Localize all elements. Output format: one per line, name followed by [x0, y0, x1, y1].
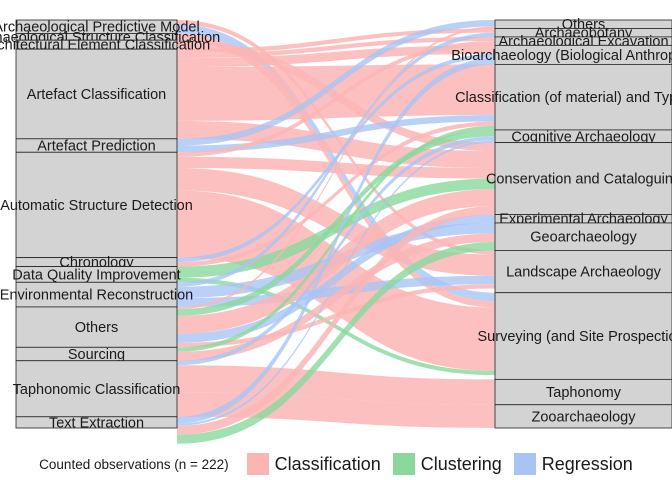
legend-item-classification: Classification: [246, 453, 381, 475]
left-node-label: Text Extraction: [49, 415, 144, 431]
left-node-label: Artefact Classification: [27, 87, 166, 103]
legend-item-regression: Regression: [513, 453, 633, 475]
right-node: Taphonomy: [494, 378, 672, 406]
legend-swatch-clustering: [392, 453, 415, 475]
left-node-label: Artefact Prediction: [37, 139, 155, 155]
left-node-label: Others: [75, 320, 119, 336]
right-node-bar: [494, 142, 672, 215]
flow-link: [177, 214, 495, 343]
flow-link: [177, 121, 495, 267]
flow-link: [177, 36, 495, 59]
flow-link: [177, 241, 495, 444]
flow-link: [177, 365, 495, 405]
right-node-label: Bioarchaeology (Biological Anthropology): [451, 48, 672, 64]
flow-link: [177, 284, 495, 348]
left-node-bar: [15, 416, 178, 429]
left-node-label: Automatic Structure Detection: [0, 198, 193, 214]
left-node: Sourcing: [15, 346, 178, 363]
flow-link: [177, 189, 495, 334]
left-nodes: Archaeological Predictive ModelArchaeolo…: [0, 19, 220, 431]
left-node-label: Environmental Reconstruction: [0, 288, 193, 304]
legend-swatch-regression: [513, 453, 536, 475]
left-node: Taphonomic Classification: [13, 360, 181, 418]
right-node-bar: [494, 250, 672, 294]
flow-link: [177, 32, 495, 287]
flow-link: [177, 129, 495, 316]
flow-link: [177, 392, 495, 428]
left-node: Environmental Reconstruction: [0, 281, 193, 308]
right-node-bar: [494, 378, 672, 406]
right-node-bar: [494, 292, 672, 380]
left-node-bar: [15, 360, 178, 418]
legend-item-clustering: Clustering: [392, 453, 502, 475]
sankey-chart: Archaeological Predictive ModelArchaeolo…: [0, 17, 672, 444]
left-node: Others: [15, 306, 178, 348]
flow-link: [177, 26, 495, 310]
right-node-label: Classification (of material) and Typolog…: [455, 90, 672, 106]
right-node-label: Zooarchaeology: [532, 409, 637, 425]
left-node-label: Data Quality Improvement: [12, 267, 180, 283]
legend-label-clustering: Clustering: [420, 453, 502, 474]
right-node-bar: [494, 63, 672, 131]
right-node: Conservation and Cataloguing: [486, 142, 672, 215]
left-node: Artefact Classification: [15, 48, 178, 140]
right-node: Zooarchaeology: [494, 404, 672, 429]
legend-title: Counted observations (n = 222): [39, 456, 229, 472]
flow-link: [177, 58, 495, 424]
right-node-label: Geoarchaeology: [530, 230, 637, 246]
flow-link: [177, 136, 495, 366]
left-node-bar: [15, 306, 178, 348]
flow-link: [177, 233, 495, 361]
right-node: Bioarchaeology (Biological Anthropology): [451, 44, 672, 65]
legend: Counted observations (n = 222) Classific…: [0, 448, 672, 480]
right-node: Surveying (and Site Prospection): [478, 292, 672, 380]
left-node-label: Taphonomic Classification: [13, 382, 181, 398]
left-node-bar: [15, 281, 178, 308]
right-node-label: Taphonomy: [546, 385, 622, 401]
right-node-label: Conservation and Cataloguing: [486, 172, 672, 188]
flow-link: [177, 20, 495, 146]
flow-link: [177, 277, 495, 376]
flow-links: [177, 20, 495, 444]
right-node-label: Cognitive Archaeology: [511, 129, 656, 145]
flow-link: [177, 140, 495, 426]
left-node: Text Extraction: [15, 415, 178, 431]
flow-link: [177, 206, 495, 435]
flow-link: [177, 178, 495, 278]
legend-label-regression: Regression: [541, 453, 633, 474]
legend-swatch-classification: [246, 453, 269, 475]
flow-link: [177, 275, 495, 307]
left-node: Archaeological Predictive Model: [0, 19, 200, 36]
left-node-bar: [15, 48, 178, 140]
right-node: Classification (of material) and Typolog…: [455, 63, 672, 131]
right-node: Geoarchaeology: [494, 222, 672, 251]
right-node-bar: [494, 404, 672, 429]
right-node-bar: [494, 222, 672, 251]
right-node: Cognitive Archaeology: [494, 129, 672, 145]
flow-link: [177, 41, 495, 157]
right-node-label: Landscape Archaeology: [506, 265, 662, 281]
left-node: Automatic Structure Detection: [0, 151, 193, 259]
left-node-label: Sourcing: [68, 347, 125, 363]
left-node-label: Archaeological Predictive Model: [0, 20, 200, 36]
left-node: Data Quality Improvement: [12, 266, 181, 283]
flow-link: [177, 45, 495, 68]
right-node: Landscape Archaeology: [494, 250, 672, 294]
legend-label-classification: Classification: [274, 453, 381, 474]
right-node-label: Surveying (and Site Prospection): [478, 329, 672, 345]
